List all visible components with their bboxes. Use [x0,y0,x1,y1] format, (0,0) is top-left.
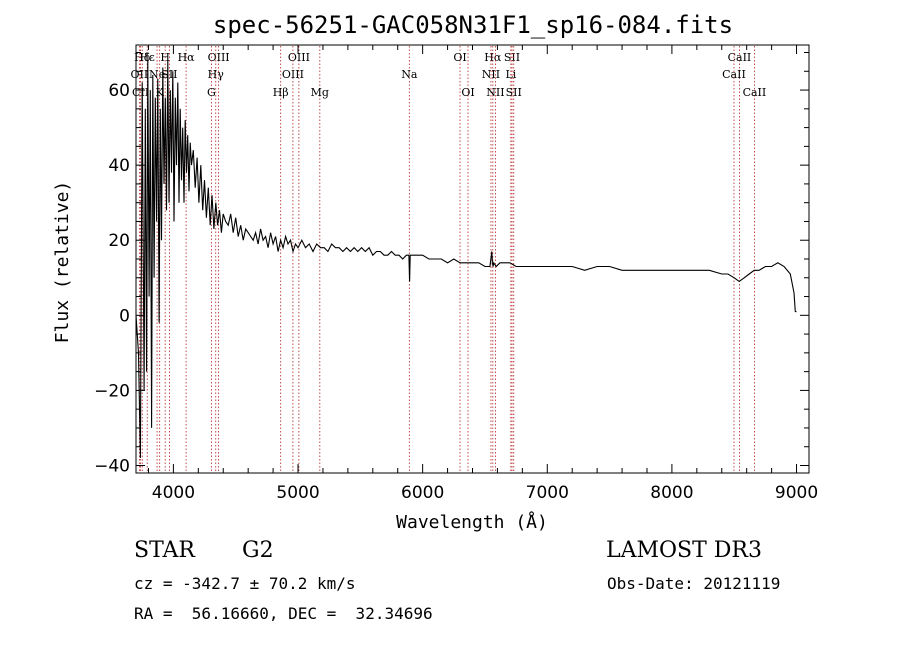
axis-ticks: 4000 5000 6000 7000 8000 9000 −40 −20 0 20 40 60 [94,45,818,503]
line-label: Hδ [134,51,151,64]
x-tick-label: 7000 [526,483,569,503]
x-tick-label: 9000 [775,483,818,503]
line-label: SII [504,51,520,64]
chart-title: spec-56251-GAC058N31F1_sp16-084.fits [213,11,733,39]
y-tick-label: −40 [94,456,130,476]
line-label: SII [506,86,522,99]
line-label: OIII [288,51,310,64]
plot-frame [135,44,810,474]
line-label: Hα [484,51,502,64]
line-label: OI [453,51,466,64]
line-label: CII [132,86,149,99]
spectrum-line [135,59,797,459]
line-label: Hβ [273,86,289,99]
line-label: Hγ [208,68,225,81]
x-tick-label: 6000 [401,483,444,503]
x-tick-label: 5000 [276,483,319,503]
line-label: Li [505,68,516,81]
line-label: SII [161,68,177,81]
line-label: Na [401,68,418,81]
y-tick-label: 60 [108,81,130,101]
y-tick-label: −20 [94,381,130,401]
line-label: H [160,51,170,64]
x-tick-label: 4000 [152,483,195,503]
line-label: OIII [282,68,304,81]
line-label: Hε [140,51,156,64]
line-label: NII [486,86,504,99]
line-label: NII [482,68,500,81]
line-label: Mg [311,86,329,99]
line-label: CaII [743,86,767,99]
obs-date: Obs-Date: 20121119 [607,574,781,593]
line-label: G [207,86,216,99]
line-label: CaII [728,51,752,64]
line-label: K [156,86,165,99]
x-tick-label: 8000 [650,483,693,503]
redshift: cz = -342.7 ± 70.2 km/s [134,574,356,593]
survey-name: LAMOST DR3 [606,538,762,563]
y-axis-label: Flux (relative) [52,181,73,344]
line-label: OI [461,86,474,99]
subclass: G2 [242,538,274,563]
y-tick-label: 0 [119,306,130,326]
object-class: STAR [134,538,195,563]
y-tick-label: 20 [108,231,130,251]
x-axis-label: Wavelength (Å) [396,511,548,533]
line-label: Hα [178,51,196,64]
coordinates: RA = 56.16660, DEC = 32.34696 [134,604,433,623]
line-label: OII [131,68,149,81]
line-label: OIII [208,51,230,64]
line-label: CaII [722,68,746,81]
y-tick-label: 40 [108,156,130,176]
